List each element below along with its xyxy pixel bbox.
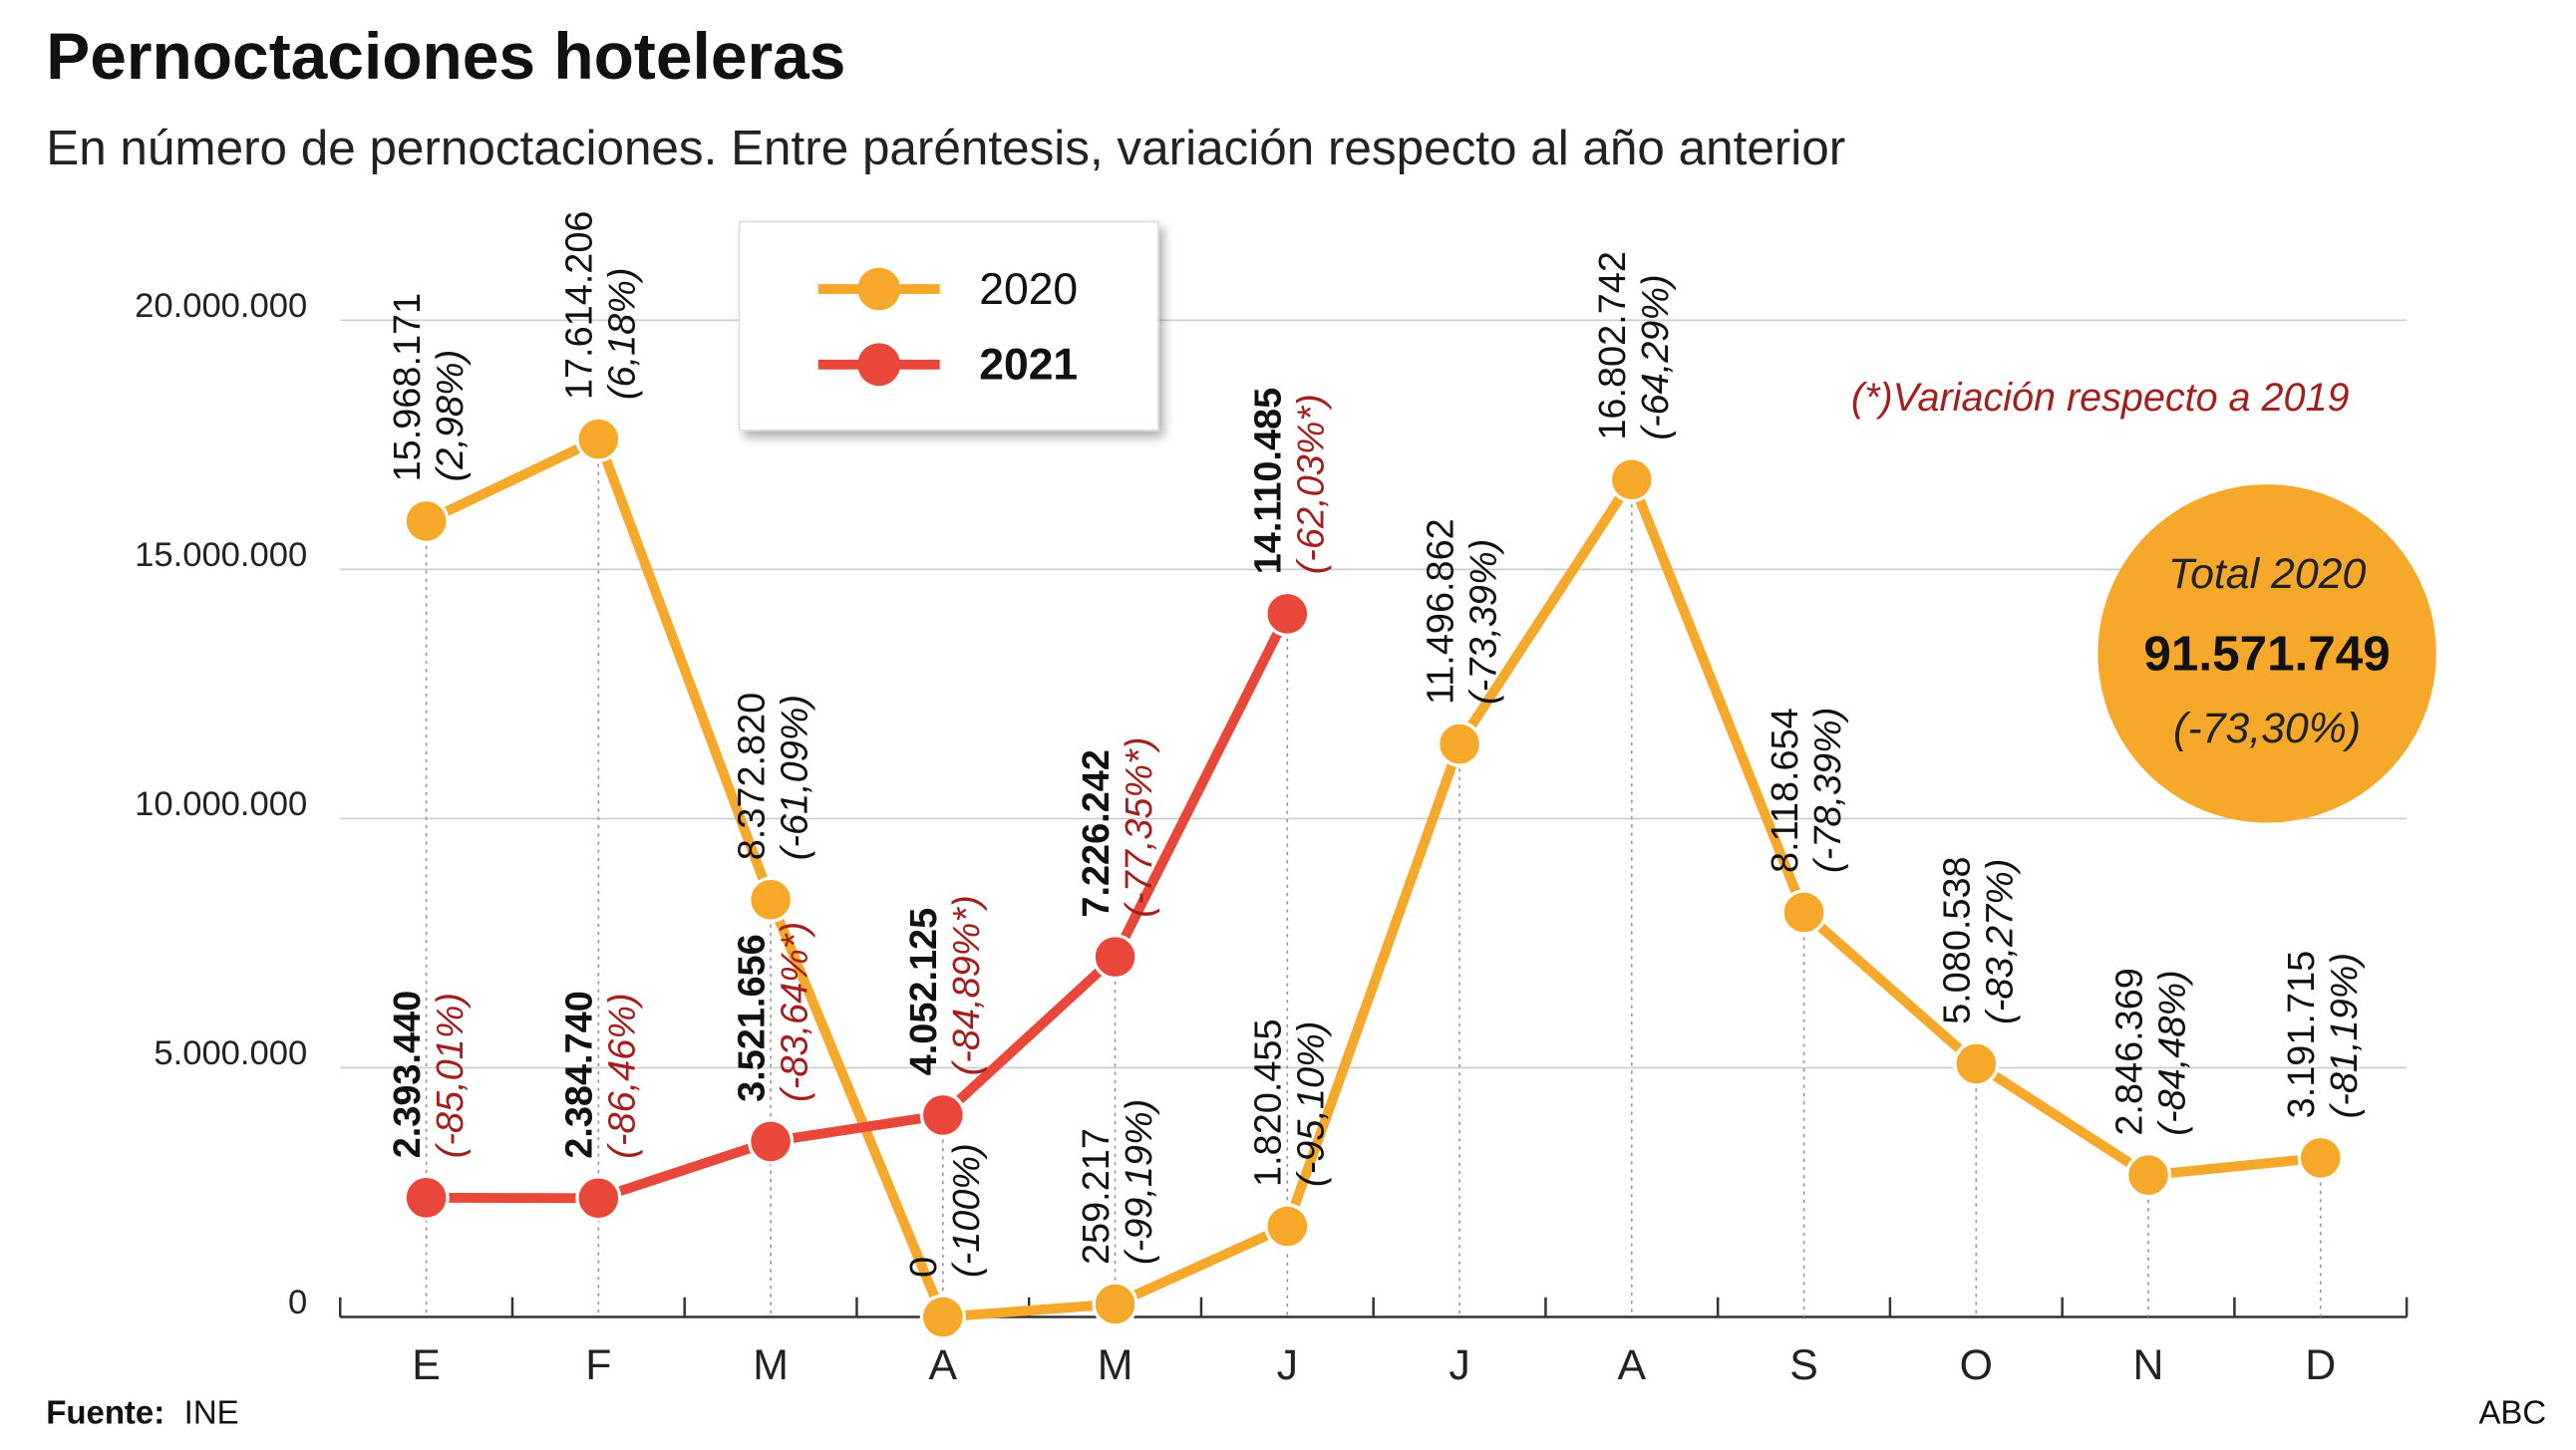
point [575,416,622,462]
value-label: 3.521.656 [731,934,773,1101]
x-tick-label: E [412,1341,441,1389]
value-label: 16.802.742 [1592,251,1634,440]
variation-label: (-78,39%) [1807,708,1849,873]
point [1436,721,1483,767]
point [2124,1152,2172,1199]
x-tick-label: O [1960,1341,1993,1389]
variation-label: (-64,29%) [1635,274,1677,439]
point [1608,456,1655,503]
variation-label: (-62,03%*) [1291,394,1333,574]
value-label: 7.226.242 [1076,749,1118,918]
y-tick-label: 0 [288,1284,307,1321]
value-label: 4.052.125 [903,908,945,1075]
total-value: 91.571.749 [2143,626,2390,681]
value-label: 8.372.820 [731,693,773,861]
value-label: 8.118.654 [1765,708,1806,873]
value-label: 14.110.485 [1248,388,1290,574]
value-label: 2.393.440 [387,991,429,1159]
variation-label: (-99,19%) [1119,1099,1160,1265]
x-tick-label: F [585,1341,611,1389]
legend-marker [857,267,901,311]
point [403,1174,450,1221]
series-line [426,611,1292,1204]
point [1953,1040,2000,1087]
credit: ABC [2478,1394,2546,1431]
point [1092,1281,1138,1327]
grid: 0 5.000.000 10.000.000 15.000.000 20.000.000… [135,287,2409,1389]
variation-label: (-81,19%) [2324,953,2366,1118]
x-tick-label: J [1449,1341,1469,1389]
value-label: 15.968.171 [387,293,429,482]
y-tick-label: 5.000.000 [154,1034,307,1072]
variation-label: (-83,27%) [1980,859,2022,1024]
value-label: 3.191.715 [2281,951,2323,1118]
variation-label: (-86,46%) [602,993,644,1158]
value-label: 259.217 [1076,1128,1118,1265]
x-tick-label: D [2305,1341,2336,1389]
marks: 15.968.171 (2,98%) 17.614.206 (6,18%) 8.372.… [387,211,2366,1340]
variation-label: (-83,64%*) [774,922,815,1102]
variation-label: (2,98%) [430,350,472,482]
point [575,1175,622,1222]
point [748,1118,795,1165]
source: INE [184,1394,239,1431]
legend-label: 2020 [979,265,1078,314]
total-variation: (-73,30%) [2173,705,2361,752]
legend-marker [857,343,901,387]
x-tick-label: S [1789,1341,1818,1389]
value-label: 5.080.538 [1937,856,1979,1023]
point [1264,1203,1311,1250]
variation-label: (-85,01%) [430,993,472,1158]
variation-label: (-84,89%*) [946,895,988,1075]
x-tick-label: N [2133,1341,2164,1389]
legend-label: 2021 [979,341,1078,390]
y-tick-label: 10.000.000 [135,785,307,823]
point [1264,590,1311,637]
x-tick-label: J [1277,1341,1298,1389]
x-tick-label: A [1618,1341,1647,1389]
x-tick-label: A [929,1341,958,1389]
value-label: 11.496.862 [1420,518,1461,705]
x-tick-label: M [753,1341,789,1389]
value-label: 17.614.206 [559,211,601,401]
value-label: 2.384.740 [559,991,601,1159]
legend: 2020 2021 [817,265,1078,390]
variation-label: (6,18%) [602,267,644,400]
point [1780,889,1827,936]
point [403,497,450,545]
x-tick-label: M [1098,1341,1133,1389]
variation-label: (-61,09%) [774,695,815,860]
point [919,1091,966,1138]
point [2297,1134,2344,1181]
legend-box [738,220,1159,432]
note: (*)Variación respecto a 2019 [1851,376,2350,420]
chart-subtitle: En número de pernoctaciones. Entre parén… [46,121,1845,175]
chart-title: Pernoctaciones hoteleras [46,19,845,93]
variation-label: (-77,35%*) [1119,737,1160,918]
value-label: 1.820.455 [1248,1018,1290,1186]
variation-label: (-95,10%) [1291,1021,1333,1187]
y-tick-label: 20.000.000 [135,287,307,325]
variation-label: (-73,39%) [1462,539,1504,705]
point [748,876,795,923]
total-title: Total 2020 [2168,550,2367,598]
source-label: Fuente: [46,1394,164,1431]
value-label: 2.846.369 [2108,968,2150,1135]
value-label: 0 [903,1257,945,1278]
total-circle [2097,484,2436,823]
series-line [424,434,2322,1322]
variation-label: (-100%) [946,1143,988,1278]
variation-label: (-84,48%) [2151,970,2193,1135]
point [919,1294,966,1340]
y-tick-label: 15.000.000 [135,536,307,574]
point [1092,934,1138,981]
